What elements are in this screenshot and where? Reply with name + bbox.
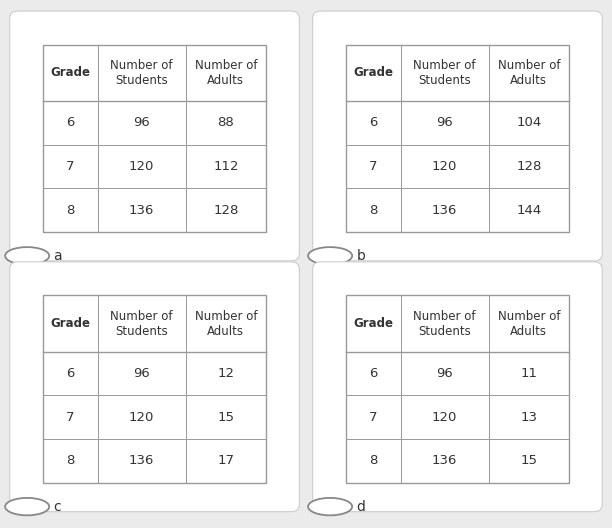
Text: Number of
Adults: Number of Adults: [195, 59, 257, 87]
Text: 6: 6: [66, 367, 75, 380]
Text: Number of
Students: Number of Students: [111, 309, 173, 337]
Text: 104: 104: [516, 116, 542, 129]
Text: Grade: Grade: [50, 317, 91, 330]
Text: 6: 6: [66, 116, 75, 129]
Text: Number of
Students: Number of Students: [414, 309, 476, 337]
Text: 7: 7: [369, 411, 378, 424]
Text: 96: 96: [133, 116, 150, 129]
Text: 13: 13: [520, 411, 537, 424]
Text: 15: 15: [217, 411, 234, 424]
Text: 8: 8: [369, 455, 378, 467]
Circle shape: [5, 498, 49, 515]
Text: 136: 136: [129, 455, 154, 467]
Text: 6: 6: [369, 367, 378, 380]
Circle shape: [5, 247, 49, 265]
Text: 136: 136: [432, 455, 457, 467]
Text: 15: 15: [520, 455, 537, 467]
Text: Number of
Students: Number of Students: [111, 59, 173, 87]
Bar: [346, 45, 569, 232]
Text: 120: 120: [129, 160, 154, 173]
Circle shape: [308, 247, 352, 265]
Text: Grade: Grade: [50, 67, 91, 79]
Text: 7: 7: [66, 411, 75, 424]
Text: 7: 7: [369, 160, 378, 173]
Text: 136: 136: [432, 204, 457, 216]
Text: Number of
Adults: Number of Adults: [498, 59, 560, 87]
Text: 8: 8: [66, 455, 75, 467]
Text: 128: 128: [516, 160, 542, 173]
Text: 8: 8: [369, 204, 378, 216]
FancyBboxPatch shape: [10, 11, 299, 261]
Text: 144: 144: [516, 204, 542, 216]
Text: 136: 136: [129, 204, 154, 216]
Text: Number of
Adults: Number of Adults: [195, 309, 257, 337]
FancyBboxPatch shape: [313, 11, 602, 261]
Text: 96: 96: [436, 367, 453, 380]
Bar: [346, 296, 569, 483]
Bar: [43, 296, 266, 483]
Circle shape: [308, 498, 352, 515]
Text: c: c: [54, 499, 61, 514]
Text: Grade: Grade: [353, 317, 394, 330]
Text: 7: 7: [66, 160, 75, 173]
Text: 11: 11: [520, 367, 537, 380]
Text: a: a: [54, 249, 62, 263]
Text: 12: 12: [217, 367, 234, 380]
Text: 112: 112: [213, 160, 239, 173]
Text: 96: 96: [436, 116, 453, 129]
Text: 128: 128: [213, 204, 239, 216]
Bar: [43, 45, 266, 232]
Text: 120: 120: [432, 411, 457, 424]
Text: 120: 120: [129, 411, 154, 424]
Text: Number of
Students: Number of Students: [414, 59, 476, 87]
Text: 6: 6: [369, 116, 378, 129]
Text: Number of
Adults: Number of Adults: [498, 309, 560, 337]
Text: 8: 8: [66, 204, 75, 216]
Text: 120: 120: [432, 160, 457, 173]
Text: d: d: [357, 499, 365, 514]
Text: 17: 17: [217, 455, 234, 467]
Text: Grade: Grade: [353, 67, 394, 79]
Text: b: b: [357, 249, 365, 263]
FancyBboxPatch shape: [313, 262, 602, 512]
Text: 88: 88: [217, 116, 234, 129]
Text: 96: 96: [133, 367, 150, 380]
FancyBboxPatch shape: [10, 262, 299, 512]
